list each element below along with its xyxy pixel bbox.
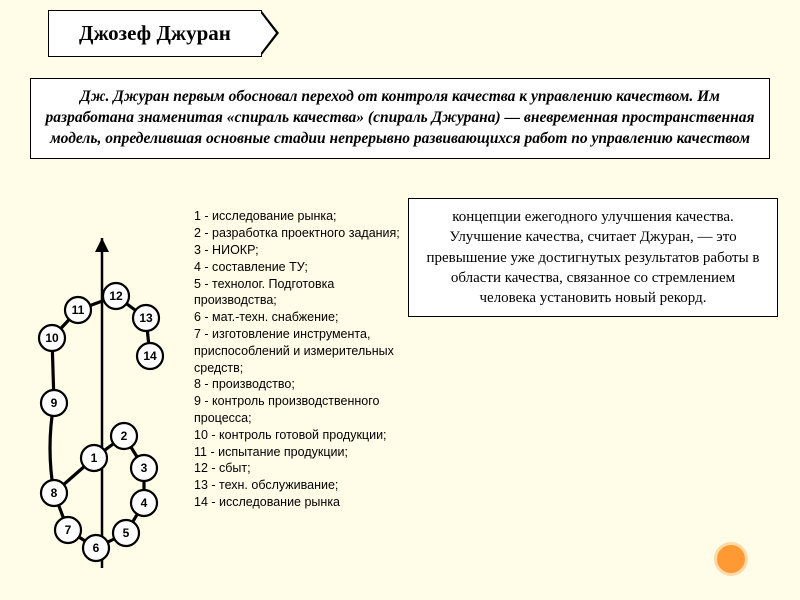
- legend-item: 13 - техн. обслуживание;: [194, 477, 404, 494]
- svg-text:4: 4: [141, 496, 148, 510]
- legend-item: 7 - изготовление инструмента, приспособл…: [194, 326, 404, 377]
- legend-item: 2 - разработка проектного задания;: [194, 225, 404, 242]
- svg-text:13: 13: [139, 311, 153, 325]
- svg-text:2: 2: [121, 429, 128, 443]
- intro-box: Дж. Джуран первым обосновал переход от к…: [30, 78, 770, 159]
- svg-text:12: 12: [109, 289, 123, 303]
- concept-box: концепции ежегодного улучшения качества.…: [408, 198, 778, 317]
- svg-text:14: 14: [143, 349, 157, 363]
- svg-text:11: 11: [72, 303, 85, 317]
- svg-text:6: 6: [93, 541, 100, 555]
- legend-item: 10 - контроль готовой продукции;: [194, 427, 404, 444]
- svg-text:7: 7: [65, 523, 72, 537]
- svg-text:10: 10: [45, 331, 59, 345]
- intro-text: Дж. Джуран первым обосновал переход от к…: [46, 88, 755, 147]
- legend-item: 11 - испытание продукции;: [194, 444, 404, 461]
- legend-item: 12 - сбыт;: [194, 460, 404, 477]
- svg-text:9: 9: [51, 396, 58, 410]
- svg-text:3: 3: [141, 461, 148, 475]
- legend-item: 9 - контроль производственного процесса;: [194, 393, 404, 427]
- spiral-diagram: 1234567891011121314 1 - исследование рын…: [24, 198, 404, 578]
- svg-text:5: 5: [123, 526, 130, 540]
- legend-item: 6 - мат.-техн. снабжение;: [194, 309, 404, 326]
- legend-top: 1 - исследование рынка;2 - разработка пр…: [194, 208, 404, 377]
- concept-text: концепции ежегодного улучшения качества.…: [426, 209, 759, 306]
- legend-item: 5 - технолог. Подготовка производства;: [194, 276, 404, 310]
- svg-text:8: 8: [51, 486, 58, 500]
- legend-item: 3 - НИОКР;: [194, 242, 404, 259]
- svg-text:1: 1: [91, 451, 98, 465]
- title-text: Джозеф Джуран: [79, 21, 231, 45]
- title-tab: Джозеф Джуран: [48, 10, 262, 57]
- spiral-svg: 1234567891011121314: [24, 198, 194, 578]
- legend-item: 14 - исследование рынка: [194, 494, 404, 511]
- legend-bottom: 8 - производство;9 - контроль производст…: [194, 376, 404, 511]
- legend-item: 8 - производство;: [194, 376, 404, 393]
- accent-dot-icon: [714, 542, 748, 576]
- legend-item: 4 - составление ТУ;: [194, 259, 404, 276]
- legend-item: 1 - исследование рынка;: [194, 208, 404, 225]
